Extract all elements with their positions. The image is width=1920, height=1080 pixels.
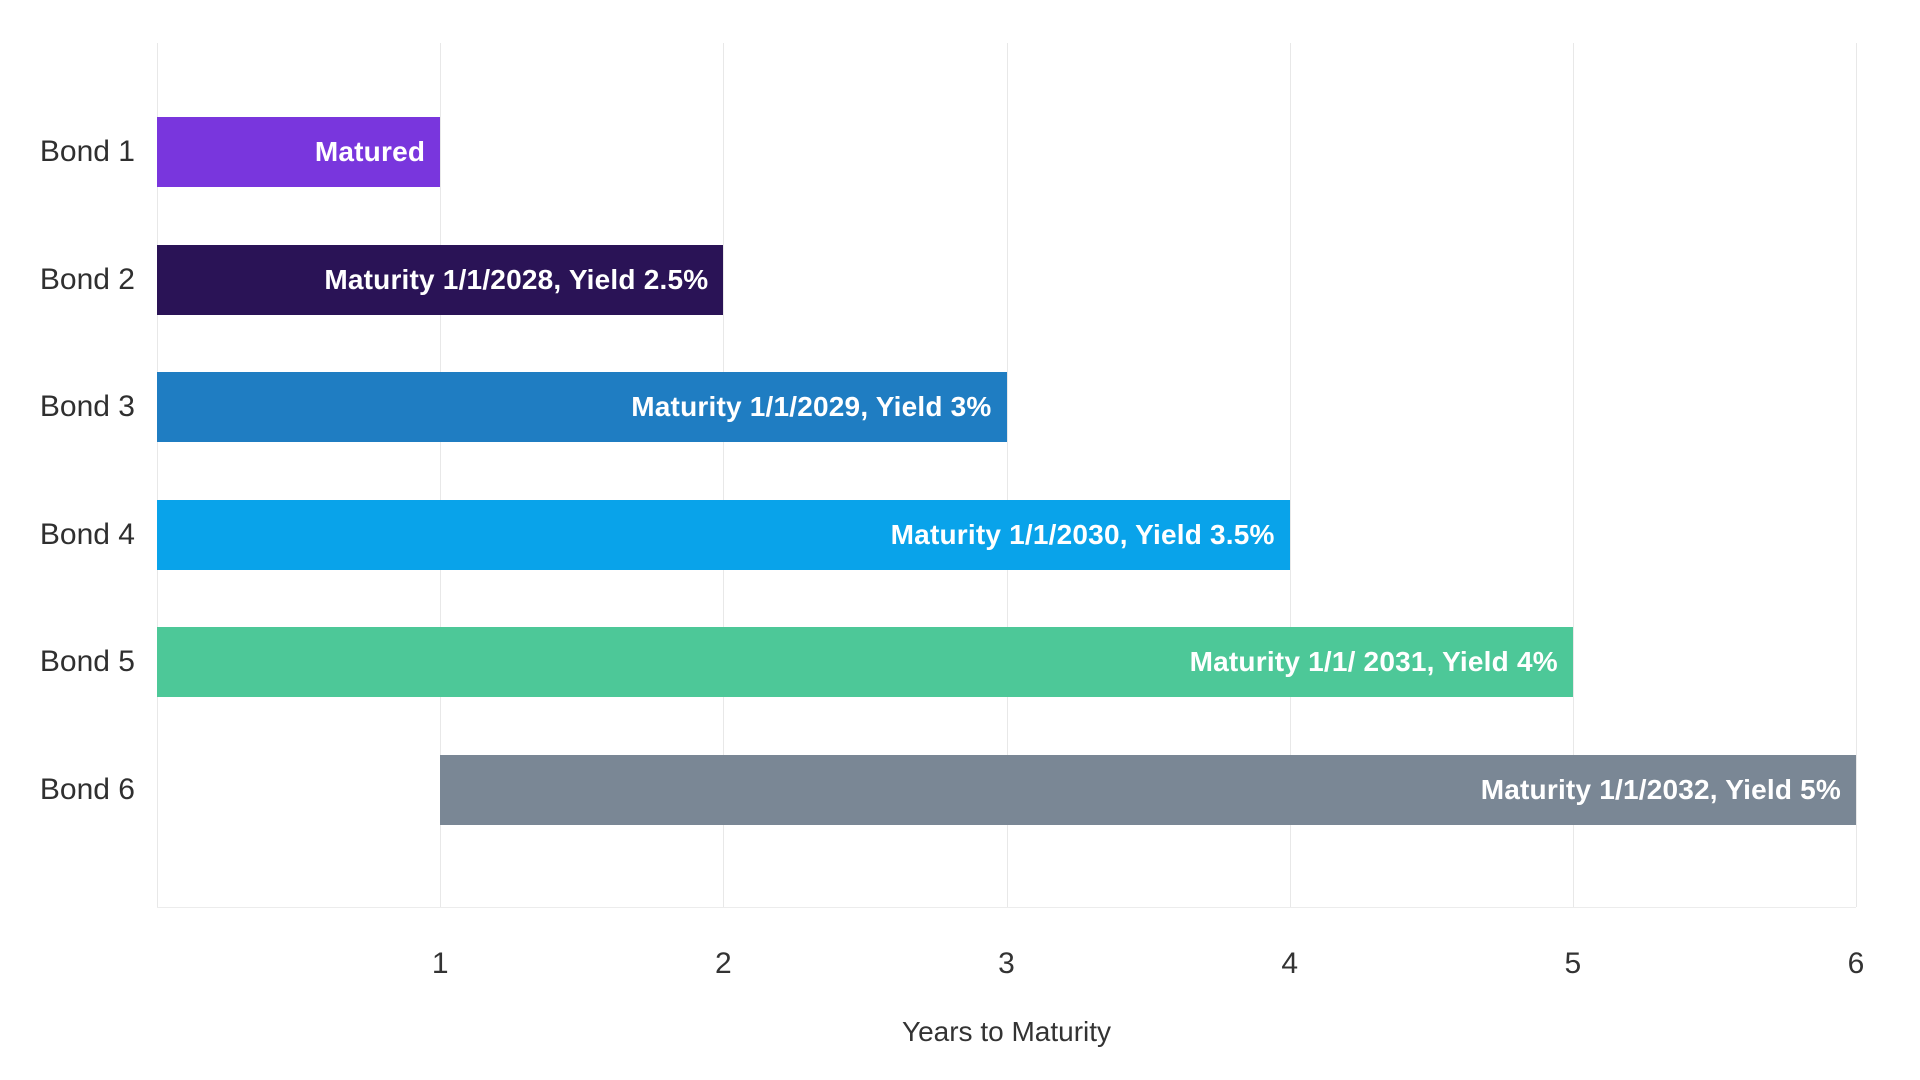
gridline xyxy=(1289,43,1291,907)
plot-area: Matured Maturity 1/1/2028, Yield 2.5% Matu… xyxy=(157,43,1857,908)
gridline xyxy=(1006,43,1008,907)
bar-value-label: Maturity 1/1/2029, Yield 3% xyxy=(631,391,992,422)
y-axis-labels: Bond 1 Bond 2 Bond 3 Bond 4 Bond 5 Bond 6 xyxy=(0,43,135,907)
category-label: Bond 5 xyxy=(39,645,135,678)
gridline xyxy=(723,43,725,907)
gridline xyxy=(1572,43,1574,907)
x-axis-ticks: 1 2 3 4 5 6 xyxy=(157,907,1865,997)
category-label: Bond 2 xyxy=(39,262,135,296)
category-label: Bond 6 xyxy=(39,772,135,806)
bar-value-label: Maturity 1/1/2032, Yield 5% xyxy=(1480,773,1841,805)
bar-bond-1: Matured xyxy=(157,117,441,187)
bar-bond-4: Maturity 1/1/2030, Yield 3.5% xyxy=(157,499,1290,570)
x-tick-label: 5 xyxy=(1564,947,1582,980)
bar-bond-5: Maturity 1/1/ 2031, Yield 4% xyxy=(157,627,1573,697)
bar-value-label: Matured xyxy=(314,136,426,167)
bar-value-label: Maturity 1/1/2030, Yield 3.5% xyxy=(890,518,1275,550)
category-label: Bond 1 xyxy=(39,135,135,168)
bar-value-label: Maturity 1/1/ 2031, Yield 4% xyxy=(1189,646,1558,677)
category-label: Bond 3 xyxy=(39,390,135,423)
gridline xyxy=(1856,43,1857,907)
x-tick-label: 6 xyxy=(1847,947,1865,980)
bar-value-label: Maturity 1/1/2028, Yield 2.5% xyxy=(324,263,709,295)
category-label: Bond 4 xyxy=(39,517,135,551)
x-axis-title: Years to Maturity xyxy=(901,1016,1112,1047)
x-tick-label: 2 xyxy=(714,947,732,980)
bar-bond-6: Maturity 1/1/2032, Yield 5% xyxy=(440,754,1856,825)
gridline xyxy=(440,43,442,907)
bar-bond-2: Maturity 1/1/2028, Yield 2.5% xyxy=(157,244,724,315)
x-tick-label: 3 xyxy=(998,947,1015,980)
bar-bond-3: Maturity 1/1/2029, Yield 3% xyxy=(157,372,1007,442)
x-tick-label: 1 xyxy=(431,947,449,980)
gridline xyxy=(157,43,158,907)
x-tick-label: 4 xyxy=(1281,947,1298,980)
